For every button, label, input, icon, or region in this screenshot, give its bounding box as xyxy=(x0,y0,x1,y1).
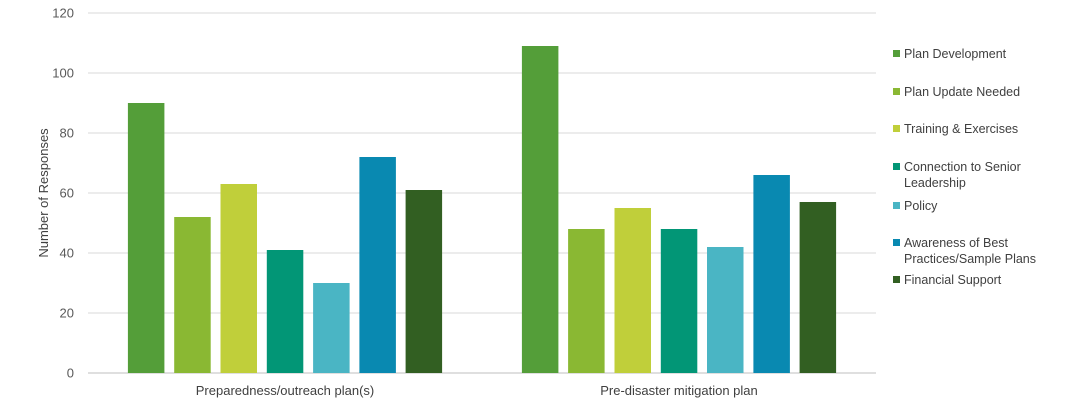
gridlines xyxy=(88,12,876,374)
legend-swatch xyxy=(893,125,900,132)
legend-item: Training & Exercises xyxy=(893,121,1059,137)
bar-policy-2 xyxy=(707,247,744,373)
legend-swatch xyxy=(893,202,900,209)
legend-label: Financial Support xyxy=(904,273,1002,287)
y-axis-title: Number of Responses xyxy=(36,128,51,258)
bar-plan-update-needed-1 xyxy=(174,217,211,373)
bar-connection-to-senior-leadership-2 xyxy=(660,229,698,373)
bar-policy-1 xyxy=(313,283,350,373)
y-tick-label: 60 xyxy=(60,186,74,201)
legend-swatch xyxy=(893,88,900,95)
legend-item: Plan Update Needed xyxy=(893,84,1059,100)
bars xyxy=(127,46,837,373)
legend-swatch xyxy=(893,239,900,246)
y-tick-label: 80 xyxy=(60,126,74,141)
bar-plan-development-1 xyxy=(127,103,165,373)
y-tick-label: 100 xyxy=(52,66,74,81)
bar-training-exercises-1 xyxy=(220,184,257,373)
legend-label: Plan Update Needed xyxy=(904,85,1021,99)
legend-item: Awareness of Best Practices/Sample Plans xyxy=(893,235,1059,267)
legend-label: Awareness of Best Practices/Sample Plans xyxy=(904,236,1037,266)
bar-plan-update-needed-2 xyxy=(568,229,605,373)
legend-swatch xyxy=(893,163,900,170)
legend-item: Financial Support xyxy=(893,272,1059,288)
legend-label: Policy xyxy=(904,199,938,213)
bar-awareness-of-best-practices-sample-plans-1 xyxy=(359,157,396,373)
legend-label: Connection to Senior Leadership xyxy=(904,160,1021,190)
legend-item: Plan Development xyxy=(893,46,1059,62)
y-tick-label: 40 xyxy=(60,246,74,261)
legend-swatch xyxy=(893,50,900,57)
bar-financial-support-1 xyxy=(405,190,443,373)
y-tick-label: 0 xyxy=(67,366,74,381)
legend-swatch xyxy=(893,276,900,283)
bar-awareness-of-best-practices-sample-plans-2 xyxy=(753,175,790,373)
bar-connection-to-senior-leadership-1 xyxy=(266,250,304,373)
bar-training-exercises-2 xyxy=(614,208,651,373)
y-axis-ticks: 0 20 40 60 80 100 120 xyxy=(52,6,74,381)
x-axis-labels: Preparedness/outreach plan(s) Pre-disaste… xyxy=(196,383,758,398)
x-category-label: Pre-disaster mitigation plan xyxy=(600,383,758,398)
legend-item: Connection to Senior Leadership xyxy=(893,159,1059,191)
y-tick-label: 120 xyxy=(52,6,74,21)
bar-plan-development-2 xyxy=(521,46,559,373)
legend-label: Training & Exercises xyxy=(904,122,1019,136)
x-category-label: Preparedness/outreach plan(s) xyxy=(196,383,375,398)
legend-item: Policy xyxy=(893,198,1059,214)
y-tick-label: 20 xyxy=(60,306,74,321)
legend-label: Plan Development xyxy=(904,47,1007,61)
bar-financial-support-2 xyxy=(799,202,837,373)
